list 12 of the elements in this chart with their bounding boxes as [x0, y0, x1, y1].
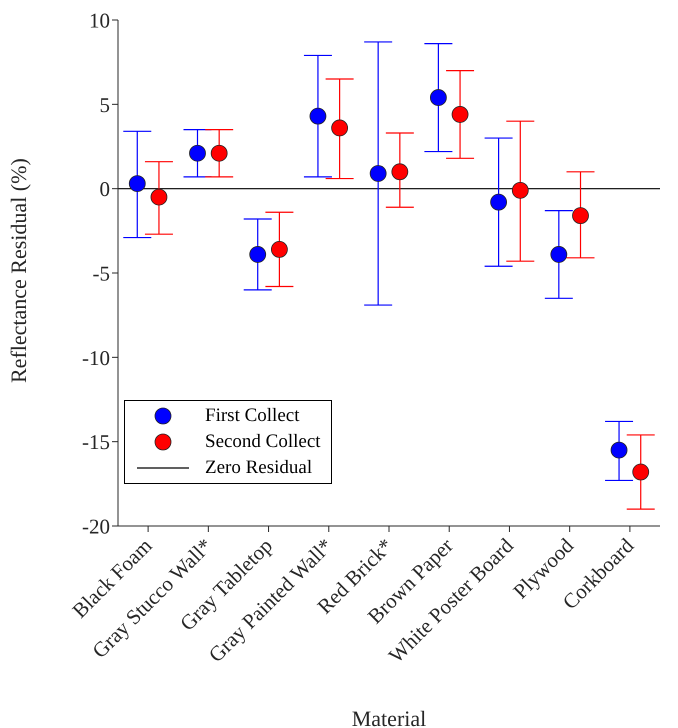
legend-label: Second Collect: [205, 431, 321, 453]
y-tick-label: -20: [82, 514, 110, 538]
y-tick-label: 0: [100, 177, 110, 202]
y-tick-label: 5: [100, 92, 110, 117]
x-axis-title: Material: [352, 706, 426, 728]
y-tick-label: 10: [89, 8, 110, 32]
y-tick-label: -10: [82, 346, 110, 370]
legend-label: First Collect: [205, 405, 300, 427]
y-tick-label: -15: [82, 430, 110, 454]
legend-label: Zero Residual: [205, 457, 312, 479]
y-axis-title: Reflectance Residual (%): [6, 158, 31, 383]
y-tick-label: -5: [92, 261, 110, 286]
